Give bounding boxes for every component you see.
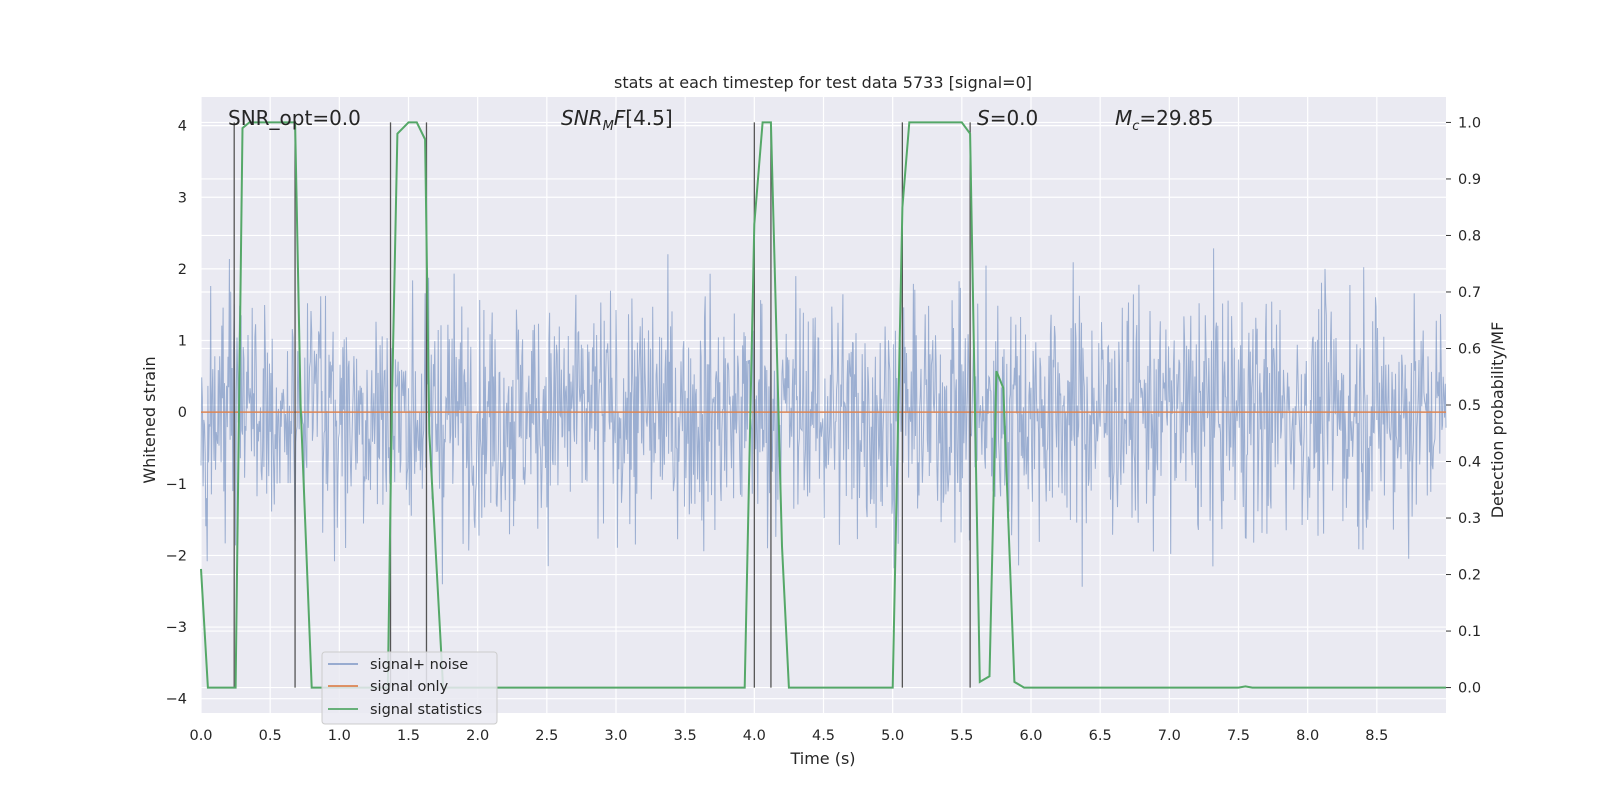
y-tick-label-right: 0.6 xyxy=(1458,341,1481,357)
x-tick-label: 4.0 xyxy=(743,728,766,744)
x-tick-label: 3.0 xyxy=(604,728,627,744)
legend-label-stats: signal statistics xyxy=(370,702,482,718)
y-tick-label-left: −4 xyxy=(166,692,187,708)
annotation-mc: Mc=29.85 xyxy=(1115,106,1213,134)
vertical-markers xyxy=(233,122,971,688)
y-axis-label-left: Whitened strain xyxy=(140,356,159,483)
x-tick-label: 5.5 xyxy=(950,728,973,744)
y-tick-label-right: 1.0 xyxy=(1458,115,1481,131)
x-axis-label: Time (s) xyxy=(789,749,855,768)
y-tick-label-left: 2 xyxy=(178,262,187,278)
x-tick-label: 6.5 xyxy=(1089,728,1112,744)
series-signal-noise xyxy=(200,248,1447,587)
x-tick-label: 5.0 xyxy=(881,728,904,744)
y-tick-label-right: 0.3 xyxy=(1458,511,1481,527)
y-tick-label-right: 0.4 xyxy=(1458,455,1481,471)
y-tick-label-left: −1 xyxy=(166,477,187,493)
x-tick-label: 8.0 xyxy=(1296,728,1319,744)
legend: signal+ noise signal only signal statist… xyxy=(321,651,498,725)
y-tick-label-right: 0.0 xyxy=(1458,681,1481,697)
annotation-snr-mf: SNRMF[4.5] xyxy=(561,106,673,134)
axis-ticks: 0.0 0.5 1.0 1.5 2.0 2.5 3.0 3.5 4.0 4.5 5.0 5.5 6.0 6… xyxy=(166,115,1481,744)
y-tick-label-left: 0 xyxy=(178,405,187,421)
noise-trace xyxy=(200,248,1447,587)
x-tick-label: 3.5 xyxy=(674,728,697,744)
y-tick-label-right: 0.2 xyxy=(1458,568,1481,584)
x-tick-label: 7.0 xyxy=(1158,728,1181,744)
signal-statistics-line xyxy=(200,121,1446,689)
x-tick-label: 2.5 xyxy=(535,728,558,744)
y-axis-label-right: Detection probability/MF xyxy=(1488,322,1507,519)
y-tick-label-right: 0.8 xyxy=(1458,228,1481,244)
legend-label-signal: signal only xyxy=(370,679,449,695)
y-tick-label-left: 3 xyxy=(178,190,187,206)
x-tick-label: 8.5 xyxy=(1365,728,1388,744)
x-tick-label: 2.0 xyxy=(466,728,489,744)
legend-label-noise: signal+ noise xyxy=(370,657,468,673)
x-tick-label: 6.0 xyxy=(1019,728,1042,744)
series-signal-statistics xyxy=(200,121,1446,689)
annotation-snr-opt: SNR_opt=0.0 xyxy=(228,106,361,130)
x-tick-label: 7.5 xyxy=(1227,728,1250,744)
x-tick-label: 1.0 xyxy=(328,728,351,744)
chart-title: stats at each timestep for test data 573… xyxy=(614,73,1032,92)
x-tick-label: 0.0 xyxy=(189,728,212,744)
annotation-s: S=0.0 xyxy=(977,106,1038,130)
y-tick-label-left: 1 xyxy=(178,334,187,350)
y-tick-label-right: 0.7 xyxy=(1458,285,1481,301)
x-tick-label: 0.5 xyxy=(259,728,282,744)
legend-box xyxy=(321,651,498,725)
y-tick-label-left: −2 xyxy=(166,548,187,564)
y-tick-label-left: 4 xyxy=(178,119,187,135)
y-tick-label-right: 0.9 xyxy=(1458,172,1481,188)
y-tick-label-right: 0.5 xyxy=(1458,398,1481,414)
y-tick-label-left: −3 xyxy=(166,620,187,636)
x-tick-label: 1.5 xyxy=(397,728,420,744)
x-tick-label: 4.5 xyxy=(812,728,835,744)
y-tick-label-right: 0.1 xyxy=(1458,624,1481,640)
